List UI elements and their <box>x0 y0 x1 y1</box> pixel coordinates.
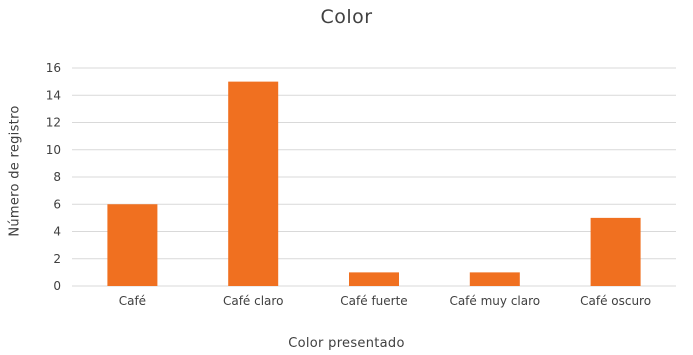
x-tick-label: Café oscuro <box>580 294 651 308</box>
x-tick-label: Café fuerte <box>340 294 407 308</box>
x-axis-label: Color presentado <box>288 336 405 351</box>
x-tick-label: Café <box>119 294 146 308</box>
y-tick-label: 4 <box>53 225 61 239</box>
y-tick-label: 0 <box>53 279 61 293</box>
y-tick-label: 12 <box>46 116 61 130</box>
bar-4 <box>590 217 641 286</box>
y-tick-label: 14 <box>46 88 61 102</box>
bar-1 <box>228 81 279 286</box>
gridlines <box>72 67 676 287</box>
bar-3 <box>469 272 520 286</box>
x-tick-label: Café muy claro <box>449 294 540 308</box>
y-tick-label: 8 <box>53 170 61 184</box>
bar-0 <box>107 204 158 286</box>
y-tick-labels: 0 2 4 6 8 10 12 14 16 <box>46 61 61 293</box>
x-tick-label: Café claro <box>223 294 283 308</box>
y-tick-label: 16 <box>46 61 61 75</box>
x-tick-labels: Café Café claro Café fuerte Café muy claro C… <box>119 294 651 308</box>
bar-2 <box>349 272 399 286</box>
y-tick-label: 10 <box>46 143 61 157</box>
bars <box>107 81 641 286</box>
y-tick-label: 6 <box>53 197 61 211</box>
chart-title: Color <box>320 6 373 28</box>
y-tick-label: 2 <box>53 252 61 266</box>
